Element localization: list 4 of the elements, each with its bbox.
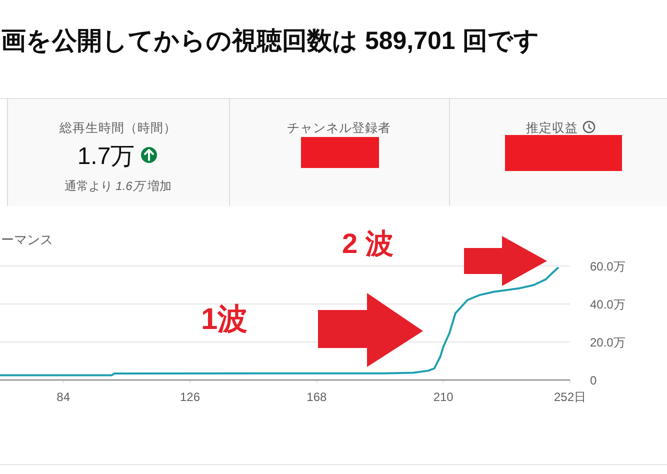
- title: 画を公開してからの視聴回数は 589,701 回です: [1, 27, 540, 55]
- chart-title: ーマンス: [1, 232, 53, 247]
- annotation: 1波: [201, 303, 248, 336]
- annotation: 2 波: [342, 228, 394, 259]
